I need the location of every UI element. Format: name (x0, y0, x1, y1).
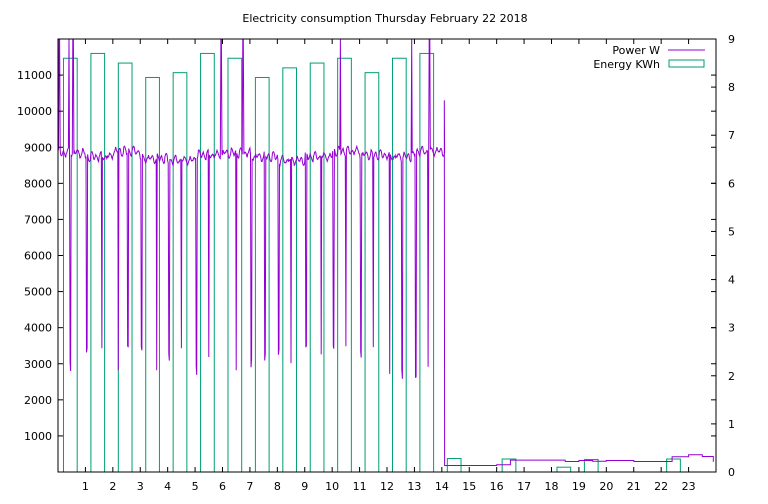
energy-bar (282, 67, 298, 473)
x-tick-label: 9 (301, 480, 308, 493)
y2-tick-label: 7 (728, 129, 735, 142)
energy-bar (62, 57, 78, 473)
y2-tick-label: 9 (728, 33, 735, 46)
y-tick-label: 4000 (24, 322, 52, 335)
x-tick-label: 13 (407, 480, 421, 493)
x-tick-label: 23 (682, 480, 696, 493)
y2-tick-label: 6 (728, 177, 735, 190)
y-tick-label: 2000 (24, 394, 52, 407)
y-tick-label: 3000 (24, 358, 52, 371)
energy-bar (227, 57, 243, 473)
legend: Power W Energy KWh (593, 44, 705, 71)
x-tick-label: 16 (490, 480, 504, 493)
y-tick-label: 9000 (24, 141, 52, 154)
energy-bar (364, 72, 380, 473)
x-tick-label: 12 (380, 480, 394, 493)
x-tick-label: 20 (599, 480, 613, 493)
legend-swatch-energy (668, 59, 705, 68)
y-tick-label: 10000 (17, 105, 52, 118)
energy-bar (391, 57, 407, 473)
x-tick-label: 7 (246, 480, 253, 493)
energy-bar (117, 62, 133, 473)
y2-tick-label: 5 (728, 225, 735, 238)
x-tick-label: 8 (274, 480, 281, 493)
y-tick-label: 1000 (24, 430, 52, 443)
energy-bar (556, 466, 572, 473)
x-tick-label: 3 (137, 480, 144, 493)
energy-bar (501, 458, 517, 473)
x-tick-label: 21 (627, 480, 641, 493)
y2-tick-label: 8 (728, 81, 735, 94)
energy-bar (200, 52, 215, 473)
y-tick-label: 11000 (17, 69, 52, 82)
y2-tick-label: 4 (728, 274, 735, 287)
x-tick-label: 17 (517, 480, 531, 493)
x-tick-label: 22 (654, 480, 668, 493)
y-tick-label: 5000 (24, 286, 52, 299)
x-tick-label: 2 (109, 480, 116, 493)
legend-label-energy: Energy KWh (593, 58, 660, 71)
x-tick-label: 1 (82, 480, 89, 493)
y-tick-label: 6000 (24, 250, 52, 263)
x-tick-label: 14 (435, 480, 449, 493)
x-tick-label: 15 (462, 480, 476, 493)
x-tick-label: 6 (219, 480, 226, 493)
legend-label-power: Power W (612, 44, 660, 57)
energy-bar (254, 76, 270, 473)
x-tick-label: 10 (325, 480, 339, 493)
x-tick-label: 18 (545, 480, 559, 493)
y2-tick-label: 1 (728, 418, 735, 431)
x-tick-label: 19 (572, 480, 586, 493)
power-line (57, 38, 714, 466)
x-tick-label: 11 (353, 480, 367, 493)
energy-bar (666, 458, 681, 473)
x-tick-label: 5 (192, 480, 199, 493)
y-tick-label: 8000 (24, 177, 52, 190)
x-tick-label: 4 (164, 480, 171, 493)
y-tick-label: 7000 (24, 213, 52, 226)
energy-bar (419, 52, 435, 473)
y2-tick-label: 0 (728, 466, 735, 479)
energy-bar (172, 72, 188, 473)
y2-tick-label: 3 (728, 322, 735, 335)
chart-title: Electricity consumption Thursday Februar… (242, 12, 527, 25)
y2-tick-label: 2 (728, 370, 735, 383)
